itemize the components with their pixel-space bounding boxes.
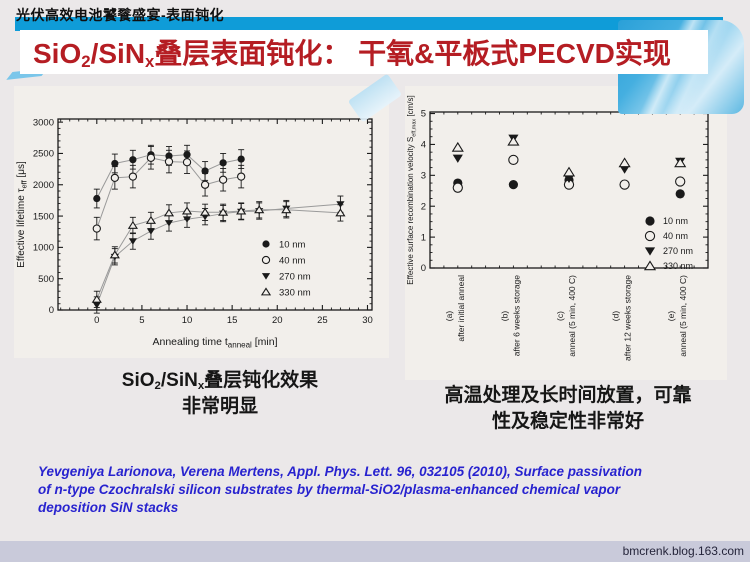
right-caption-line1: 高温处理及长时间放置，可靠 — [444, 385, 692, 406]
svg-text:40 nm: 40 nm — [663, 231, 688, 241]
svg-text:500: 500 — [38, 274, 54, 285]
svg-text:(e): (e) — [666, 311, 676, 322]
title-subscript: x — [145, 52, 155, 72]
footer-strip: bmcrenk.blog.163.com — [0, 541, 750, 562]
svg-text:25: 25 — [317, 315, 328, 326]
svg-text:270 nm: 270 nm — [279, 271, 311, 282]
svg-text:after initial anneal: after initial anneal — [456, 275, 466, 342]
svg-text:5: 5 — [139, 315, 144, 326]
srv-chart: 0 1 2 3 4 5 10 nm 40 nm 270 nm 330 nm (a) after ini… — [406, 95, 709, 361]
svg-text:3000: 3000 — [33, 117, 54, 128]
svg-text:15: 15 — [227, 315, 238, 326]
watermark: bmcrenk.blog.163.com — [622, 544, 744, 558]
title-part: /SiN — [90, 37, 146, 69]
right-chart-caption: 高温处理及长时间放置，可靠 性及稳定性非常好 — [398, 383, 738, 434]
svg-text:330 nm: 330 nm — [663, 261, 693, 271]
svg-text:270 nm: 270 nm — [663, 246, 693, 256]
title-part: SiO — [33, 37, 82, 69]
svg-text:1: 1 — [421, 232, 426, 243]
svg-text:1000: 1000 — [33, 243, 54, 254]
svg-text:4: 4 — [421, 140, 426, 151]
svg-text:0: 0 — [94, 315, 99, 326]
title-part: 叠层表面钝化： 干氧&平板式PECVD实现 — [154, 37, 671, 69]
svg-text:10 nm: 10 nm — [663, 216, 688, 226]
srv-chart-panel: 0 1 2 3 4 5 10 nm 40 nm 270 nm 330 nm (a) after ini… — [405, 86, 727, 380]
svg-text:(b): (b) — [499, 311, 509, 322]
left-caption-line1: SiO2/SiNx叠层钝化效果 — [121, 370, 319, 392]
right-caption-line2: 性及稳定性非常好 — [491, 410, 644, 432]
svg-text:(d): (d) — [611, 311, 621, 322]
svg-text:after 12 weeks storage: after 12 weeks storage — [623, 275, 633, 361]
svg-text:Effective lifetime τeff [μs]: Effective lifetime τeff [μs] — [16, 161, 29, 268]
svg-text:(c): (c) — [555, 311, 565, 321]
svg-text:5: 5 — [421, 109, 426, 120]
svg-text:Annealing time tanneal [min]: Annealing time tanneal [min] — [153, 336, 278, 350]
citation: Yevgeniya Larionova, Verena Mertens, App… — [38, 464, 642, 515]
svg-text:10 nm: 10 nm — [279, 239, 305, 250]
svg-text:anneal (5 min, 400 C): anneal (5 min, 400 C) — [678, 275, 688, 357]
lifetime-chart-panel: 0 5 10 15 20 25 30 0 500 1000 1500 2000 2500 3000 10 n… — [14, 86, 389, 358]
svg-text:(a): (a) — [444, 311, 454, 322]
svg-text:3: 3 — [421, 171, 426, 182]
svg-text:2000: 2000 — [33, 180, 54, 191]
svg-text:10: 10 — [182, 315, 193, 326]
svg-text:after 6 weeks storage: after 6 weeks storage — [511, 275, 521, 357]
svg-text:anneal (5 min, 400 C): anneal (5 min, 400 C) — [567, 275, 577, 357]
header-accent-bar — [15, 17, 723, 31]
svg-text:20: 20 — [272, 315, 283, 326]
slide-title: SiO2/SiNx叠层表面钝化： 干氧&平板式PECVD实现 — [33, 32, 671, 72]
svg-text:1500: 1500 — [33, 211, 54, 222]
svg-text:2500: 2500 — [33, 149, 54, 160]
lifetime-chart: 0 5 10 15 20 25 30 0 500 1000 1500 2000 2500 3000 10 n… — [16, 117, 373, 350]
svg-text:0: 0 — [49, 305, 54, 316]
svg-text:2: 2 — [421, 201, 426, 212]
svg-text:330 nm: 330 nm — [279, 287, 311, 298]
title-bar: SiO2/SiNx叠层表面钝化： 干氧&平板式PECVD实现 — [20, 30, 708, 74]
left-caption-line2: 非常明显 — [181, 396, 258, 418]
svg-text:30: 30 — [362, 315, 373, 326]
svg-text:0: 0 — [421, 263, 426, 274]
svg-text:Effective surface recombinatio: Effective surface recombination velocity… — [406, 95, 418, 284]
left-chart-caption: SiO2/SiNx叠层钝化效果 非常明显 — [55, 368, 385, 420]
title-subscript: 2 — [81, 52, 91, 72]
slide-header: 光伏高效电池饕餮盛宴-表面钝化 — [16, 7, 225, 23]
svg-text:40 nm: 40 nm — [279, 255, 305, 266]
